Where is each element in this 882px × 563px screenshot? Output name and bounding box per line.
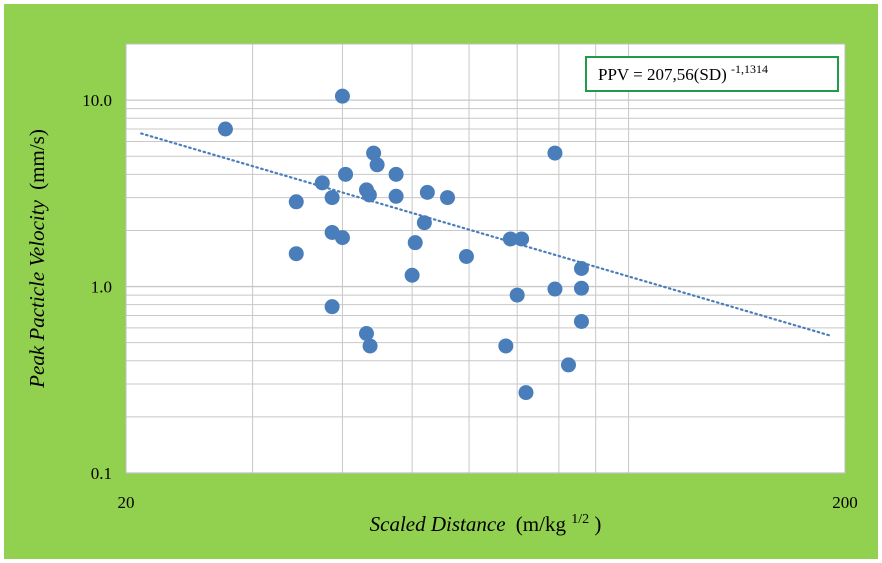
data-point bbox=[334, 88, 350, 104]
y-axis-title: Peak Pacticle Velocity (mm/s) bbox=[25, 129, 49, 389]
data-point bbox=[509, 287, 525, 303]
data-point bbox=[419, 184, 435, 200]
y-tick-label: 10.0 bbox=[82, 91, 112, 110]
data-point bbox=[288, 194, 304, 210]
data-point bbox=[388, 166, 404, 182]
chart-frame: 0.1 1.0 10.0 20 200 Peak Pacticle Velocity (… bbox=[4, 4, 878, 559]
data-point bbox=[366, 145, 382, 161]
x-axis-title-italic: Scaled Distance bbox=[370, 512, 506, 536]
data-point bbox=[334, 230, 350, 246]
y-tick-label: 0.1 bbox=[91, 464, 112, 483]
x-axis-title: Scaled Distance (m/kg 1/2 ) bbox=[370, 504, 602, 536]
points-layer bbox=[217, 88, 589, 401]
data-point bbox=[361, 187, 377, 203]
y-tick-label: 1.0 bbox=[91, 278, 112, 297]
equation-box bbox=[585, 56, 839, 92]
tick-layer: 0.1 1.0 10.0 20 200 bbox=[82, 91, 858, 512]
x-axis-title-close: ) bbox=[594, 512, 601, 536]
data-point bbox=[518, 385, 534, 401]
y-axis-title-unit: (mm/s) bbox=[25, 129, 49, 190]
data-point bbox=[573, 313, 589, 329]
data-point bbox=[217, 121, 233, 137]
equation-annotation: PPV = 207,56(SD) -1,1314 bbox=[585, 56, 839, 92]
data-point bbox=[547, 145, 563, 161]
data-point bbox=[369, 157, 385, 173]
equation-main: PPV = 207,56(SD) bbox=[598, 65, 727, 84]
data-point bbox=[458, 248, 474, 264]
data-point bbox=[560, 357, 576, 373]
data-point bbox=[547, 281, 563, 297]
data-point bbox=[498, 338, 514, 354]
data-point bbox=[502, 231, 518, 247]
x-axis-title-unit: (m/kg bbox=[516, 512, 567, 536]
x-axis-title-sup: 1/2 bbox=[571, 512, 589, 527]
data-point bbox=[440, 190, 456, 206]
data-point bbox=[573, 280, 589, 296]
data-point bbox=[338, 166, 354, 182]
data-point bbox=[407, 235, 423, 251]
plot-border bbox=[125, 43, 846, 474]
data-point bbox=[404, 267, 420, 283]
equation-text: PPV = 207,56(SD) -1,1314 bbox=[598, 62, 768, 84]
chart-svg: 0.1 1.0 10.0 20 200 Peak Pacticle Velocity (… bbox=[25, 43, 858, 536]
data-point bbox=[416, 215, 432, 231]
x-tick-label: 20 bbox=[118, 493, 135, 512]
data-point bbox=[288, 246, 304, 262]
equation-exponent: -1,1314 bbox=[731, 62, 768, 76]
data-point bbox=[573, 260, 589, 276]
data-point bbox=[358, 326, 374, 342]
data-point bbox=[324, 299, 340, 315]
data-point bbox=[314, 175, 330, 191]
trendline bbox=[140, 132, 831, 337]
x-tick-label: 200 bbox=[832, 493, 858, 512]
plot-area bbox=[126, 44, 845, 473]
data-point bbox=[514, 231, 530, 247]
data-point bbox=[388, 188, 404, 204]
data-point bbox=[324, 190, 340, 206]
y-axis-title-italic: Peak Pacticle Velocity bbox=[25, 199, 49, 388]
data-point bbox=[362, 338, 378, 354]
